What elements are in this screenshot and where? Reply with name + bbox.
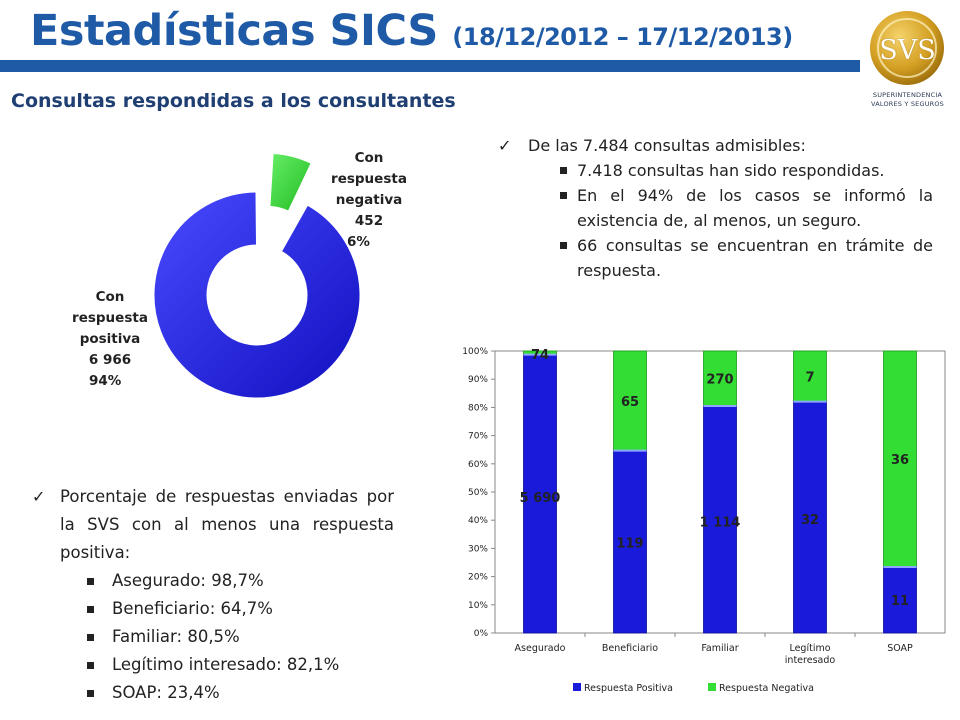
x-category-label: Beneficiario [602,643,658,654]
label-negativa-percent: 6% [347,234,370,250]
label-positiva-line: positiva [79,331,141,347]
label-negativa: Con respuesta negativa 452 6% [314,148,424,253]
y-tick-label: 30% [468,544,488,554]
points-bottom-item-text: SOAP: 23,4% [112,683,220,702]
bar-label-negativa: 7 [805,370,814,385]
bar-negativa [703,350,737,407]
y-tick-label: 20% [468,573,488,583]
points-bottom-item: Asegurado: 98,7% [32,567,394,595]
label-positiva-line: Con [95,289,125,305]
square-bullet-icon [87,578,94,585]
y-tick-label: 100% [462,347,488,357]
square-bullet-icon [87,606,94,613]
bar-label-positiva: 119 [616,536,643,551]
logo-emblem-icon [870,11,944,85]
points-top: ✓ De las 7.484 consultas admisibles: 7.41… [498,133,933,283]
bar-label-positiva: 5 690 [520,491,561,506]
points-bottom-item-text: Beneficiario: 64,7% [112,599,273,618]
y-tick-label: 60% [468,460,488,470]
label-negativa-line: respuesta [331,171,407,187]
logo-wordmark: SVS [879,35,936,66]
square-bullet-icon [560,242,567,249]
points-top-lead-text: De las 7.484 consultas admisibles: [528,136,806,155]
stacked-bar-chart: 0% 10% 20% 30% 40% 50% 60% 70% 80% 90% 100% 74 5 690… [462,347,946,694]
x-category-label: interesado [785,655,836,666]
y-tick-label: 50% [468,488,488,498]
y-tick-label: 80% [468,403,488,413]
y-tick-label: 70% [468,432,488,442]
legend-label: Respuesta Negativa [719,683,814,694]
label-negativa-line: negativa [335,192,403,208]
donut-slice-positiva [153,191,361,399]
bar-positiva [613,450,647,634]
points-bottom-item: Beneficiario: 64,7% [32,595,394,623]
y-tick-label: 0% [474,629,489,639]
bar-negativa [613,350,647,452]
label-positiva-line: respuesta [72,310,148,326]
square-bullet-icon [87,634,94,641]
label-positiva: Con respuesta positiva 6 966 94% [55,287,165,392]
checkmark-icon: ✓ [498,136,512,155]
legend-swatch [708,683,716,691]
x-category-label: Asegurado [515,643,566,654]
label-negativa-count: 452 [354,213,384,229]
page-title: Estadísticas SICS (18/12/2012 – 17/12/20… [30,6,793,56]
bar-positiva [523,354,557,634]
bar-label-positiva: 1 114 [700,515,741,530]
points-bottom: ✓ Porcentaje de respuestas enviadas por l… [32,483,394,707]
bar-label-negativa: 270 [706,373,733,388]
points-top-item: 7.418 consultas han sido respondidas. [498,158,933,183]
points-bottom-item-text: Legítimo interesado: 82,1% [112,655,340,674]
title-period: (18/12/2012 – 17/12/2013) [452,23,793,51]
points-top-item: En el 94% de los casos se informó la exi… [498,183,933,233]
square-bullet-icon [560,167,567,174]
logo-line-1: SUPERINTENDENCIA [872,91,943,99]
donut-chart [153,152,361,399]
title-underline-bar [0,60,860,72]
bar-label-negativa: 74 [531,348,549,363]
points-bottom-item: Legítimo interesado: 82,1% [32,651,394,679]
bar-positiva [793,401,827,634]
label-positiva-count: 6 966 [88,352,132,368]
points-bottom-lead-text: Porcentaje de respuestas enviadas por la… [60,487,394,562]
x-category-label: SOAP [887,643,913,654]
legend-label: Respuesta Positiva [584,683,673,694]
points-bottom-item: Familiar: 80,5% [32,623,394,651]
bar-label-negativa: 65 [621,395,639,410]
svs-logo: SVS SUPERINTENDENCIA VALORES Y SEGUROS [860,8,955,116]
x-category-label: Familiar [701,643,738,654]
points-bottom-item: SOAP: 23,4% [32,679,394,707]
y-tick-label: 40% [468,516,488,526]
points-bottom-item-text: Familiar: 80,5% [112,627,240,646]
bar-negativa [793,350,827,403]
label-positiva-percent: 94% [89,373,122,389]
points-top-item-text: En el 94% de los casos se informó la exi… [577,186,933,230]
bar-label-positiva: 11 [891,594,909,609]
bar-negativa [883,350,917,568]
donut-slice-negativa [269,152,312,212]
y-tick-label: 90% [468,375,488,385]
points-top-item: 66 consultas se encuentran en trámite de… [498,233,933,283]
bar-positiva [883,566,917,634]
label-negativa-line: Con [354,150,384,166]
points-bottom-lead: ✓ Porcentaje de respuestas enviadas por l… [32,483,394,567]
square-bullet-icon [560,192,567,199]
points-top-item-text: 66 consultas se encuentran en trámite de… [577,236,933,280]
logo-line-2: VALORES Y SEGUROS [870,100,945,108]
bar-label-negativa: 36 [891,453,909,468]
section-subtitle: Consultas respondidas a los consultantes [11,90,456,112]
points-top-lead: ✓ De las 7.484 consultas admisibles: [498,133,933,158]
points-bottom-item-text: Asegurado: 98,7% [112,571,264,590]
legend-swatch [573,683,581,691]
square-bullet-icon [87,662,94,669]
checkmark-icon: ✓ [32,487,46,506]
square-bullet-icon [87,690,94,697]
points-top-item-text: 7.418 consultas han sido respondidas. [577,161,885,180]
y-tick-label: 10% [468,601,488,611]
title-main: Estadísticas SICS [30,6,438,56]
bar-label-positiva: 32 [801,513,819,528]
x-category-label: Legítimo [789,643,830,654]
